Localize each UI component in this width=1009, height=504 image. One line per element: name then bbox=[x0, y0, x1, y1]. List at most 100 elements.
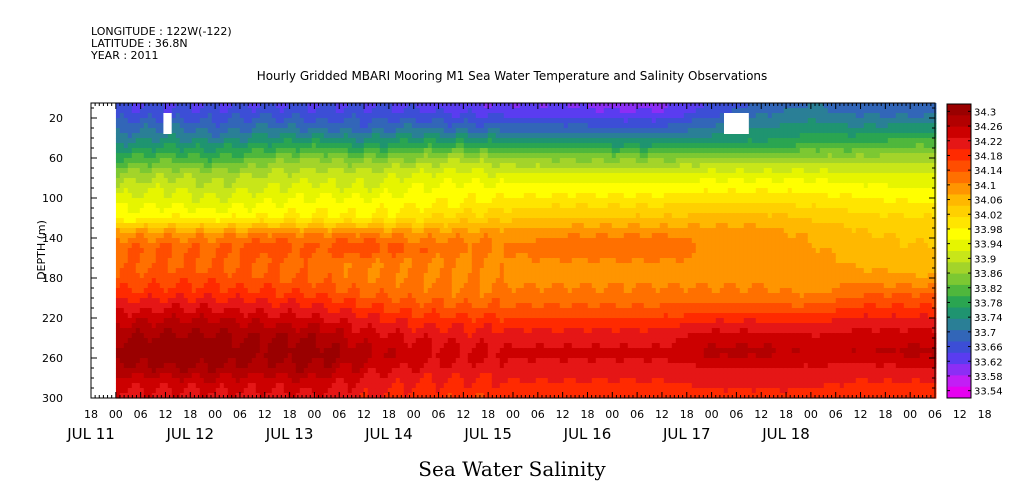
heatmap-cell bbox=[263, 378, 269, 384]
heatmap-cell bbox=[307, 268, 313, 274]
heatmap-cell bbox=[123, 158, 129, 164]
heatmap-cell bbox=[159, 353, 165, 359]
heatmap-cell bbox=[247, 333, 253, 339]
heatmap-cell bbox=[211, 388, 217, 394]
heatmap-cell bbox=[319, 323, 325, 329]
heatmap-cell bbox=[235, 308, 241, 314]
heatmap-cell bbox=[367, 263, 373, 269]
heatmap-cell bbox=[359, 298, 365, 304]
heatmap-cell bbox=[363, 293, 369, 299]
heatmap-cell bbox=[307, 123, 313, 129]
heatmap-cell bbox=[115, 338, 121, 344]
heatmap-cell bbox=[395, 338, 401, 344]
heatmap-cell bbox=[431, 323, 437, 329]
heatmap-cell bbox=[263, 138, 269, 144]
heatmap-cell bbox=[443, 138, 449, 144]
heatmap-cell bbox=[247, 338, 253, 344]
heatmap-cell bbox=[291, 273, 297, 279]
heatmap-cell bbox=[127, 353, 133, 359]
heatmap-cell bbox=[431, 283, 437, 289]
heatmap-cell bbox=[431, 258, 437, 264]
heatmap-cell bbox=[327, 378, 333, 384]
heatmap-cell bbox=[243, 188, 249, 194]
heatmap-cell bbox=[155, 183, 161, 189]
heatmap-cell bbox=[407, 308, 413, 314]
heatmap-cell bbox=[227, 113, 233, 119]
heatmap-cell bbox=[119, 168, 125, 174]
heatmap-cell bbox=[179, 283, 185, 289]
heatmap-cell bbox=[323, 218, 329, 224]
heatmap-cell bbox=[319, 218, 325, 224]
heatmap-cell bbox=[319, 298, 325, 304]
heatmap-cell bbox=[235, 183, 241, 189]
heatmap-cell bbox=[375, 333, 381, 339]
heatmap-cell bbox=[175, 383, 181, 389]
heatmap-cell bbox=[163, 223, 169, 229]
heatmap-cell bbox=[387, 358, 393, 364]
heatmap-cell bbox=[311, 128, 317, 134]
heatmap-cell bbox=[159, 143, 165, 149]
heatmap-cell bbox=[399, 188, 405, 194]
heatmap-cell bbox=[175, 348, 181, 354]
heatmap-cell bbox=[411, 138, 417, 144]
heatmap-cell bbox=[127, 333, 133, 339]
heatmap-cell bbox=[399, 183, 405, 189]
heatmap-cell bbox=[299, 113, 305, 119]
heatmap-cell bbox=[403, 278, 409, 284]
heatmap-cell bbox=[247, 298, 253, 304]
heatmap-cell bbox=[427, 113, 433, 119]
heatmap-cell bbox=[267, 223, 273, 229]
heatmap-cell bbox=[443, 103, 449, 109]
heatmap-cell bbox=[211, 353, 217, 359]
heatmap-cell bbox=[191, 338, 197, 344]
heatmap-cell bbox=[271, 338, 277, 344]
heatmap-cell bbox=[303, 273, 309, 279]
heatmap-cell bbox=[275, 183, 281, 189]
heatmap-cell bbox=[451, 158, 457, 164]
heatmap-cell bbox=[203, 373, 209, 379]
heatmap-cell bbox=[423, 198, 429, 204]
heatmap-cell bbox=[351, 383, 357, 389]
heatmap-cell bbox=[367, 138, 373, 144]
heatmap-cell bbox=[363, 243, 369, 249]
heatmap-cell bbox=[371, 173, 377, 179]
heatmap-cell bbox=[187, 358, 193, 364]
heatmap-cell bbox=[231, 143, 237, 149]
heatmap-cell bbox=[347, 188, 353, 194]
heatmap-cell bbox=[223, 263, 229, 269]
heatmap-cell bbox=[167, 178, 173, 184]
heatmap-cell bbox=[115, 218, 121, 224]
heatmap-cell bbox=[403, 223, 409, 229]
heatmap-cell bbox=[403, 163, 409, 169]
heatmap-cell bbox=[255, 153, 261, 159]
heatmap-cell bbox=[203, 123, 209, 129]
heatmap-cell bbox=[315, 128, 321, 134]
heatmap-cell bbox=[443, 143, 449, 149]
heatmap-cell bbox=[355, 348, 361, 354]
heatmap-cell bbox=[171, 363, 177, 369]
heatmap-cell bbox=[375, 163, 381, 169]
heatmap-cell bbox=[263, 383, 269, 389]
heatmap-cell bbox=[223, 113, 229, 119]
heatmap-cell bbox=[307, 163, 313, 169]
heatmap-cell bbox=[179, 248, 185, 254]
heatmap-cell bbox=[147, 373, 153, 379]
heatmap-cell bbox=[399, 223, 405, 229]
heatmap-cell bbox=[295, 238, 301, 244]
heatmap-cell bbox=[115, 323, 121, 329]
heatmap-cell bbox=[191, 163, 197, 169]
heatmap-cell bbox=[299, 363, 305, 369]
heatmap-cell bbox=[343, 313, 349, 319]
heatmap-cell bbox=[279, 118, 285, 124]
heatmap-cell bbox=[439, 338, 445, 344]
heatmap-cell bbox=[343, 163, 349, 169]
heatmap-cell bbox=[139, 238, 145, 244]
heatmap-cell bbox=[251, 288, 257, 294]
heatmap-cell bbox=[383, 243, 389, 249]
heatmap-cell bbox=[331, 338, 337, 344]
heatmap-cell bbox=[247, 278, 253, 284]
heatmap-cell bbox=[159, 203, 165, 209]
heatmap-cell bbox=[231, 303, 237, 309]
heatmap-cell bbox=[231, 318, 237, 324]
heatmap-cell bbox=[415, 203, 421, 209]
